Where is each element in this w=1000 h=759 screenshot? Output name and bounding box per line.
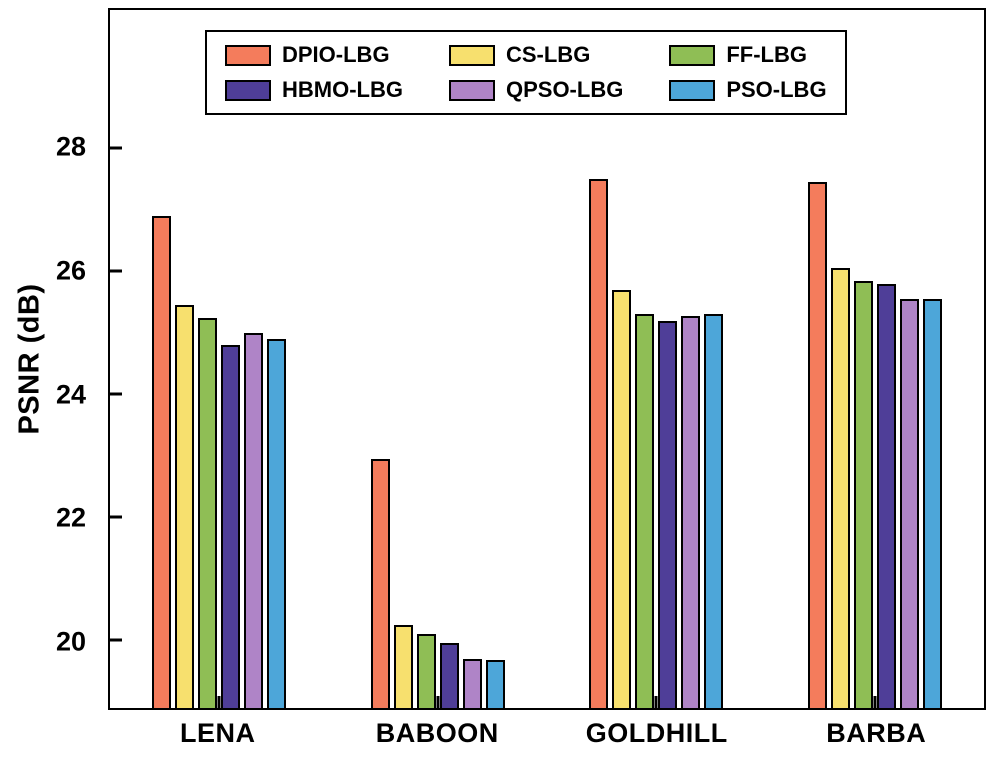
bar-group-baboon <box>370 10 505 708</box>
x-tick-label-goldhill: GOLDHILL <box>585 718 728 748</box>
legend-label: FF-LBG <box>726 42 807 67</box>
legend-label: HBMO-LBG <box>282 77 403 102</box>
legend-entry-cs-lbg: CS-LBG <box>448 42 623 68</box>
legend-swatch-dpio-lbg <box>225 44 271 66</box>
bar-pso-lbg-goldhill <box>704 314 724 708</box>
legend-swatch-ff-lbg <box>669 44 716 66</box>
bar-cs-lbg-baboon <box>393 624 413 708</box>
y-tick-label: 20 <box>55 626 86 657</box>
bar-pso-lbg-baboon <box>485 660 505 708</box>
legend-entry-ff-lbg: FF-LBG <box>669 42 826 68</box>
x-tick-label-barba: BARBA <box>826 718 927 748</box>
bar-group-barba <box>807 10 942 708</box>
bar-pso-lbg-barba <box>922 299 942 708</box>
y-tick-mark <box>110 515 122 519</box>
bar-dpio-lbg-barba <box>807 182 827 708</box>
bar-group-goldhill <box>589 10 724 708</box>
x-tick-mark <box>217 696 221 708</box>
legend-swatch-hbmo-lbg <box>225 79 271 101</box>
y-tick-mark <box>110 392 122 396</box>
bar-cs-lbg-lena <box>175 305 195 708</box>
x-tick-mark <box>654 696 658 708</box>
bar-ff-lbg-lena <box>198 317 218 708</box>
bar-pso-lbg-lena <box>267 339 287 708</box>
bar-groups <box>110 10 984 708</box>
legend-label: DPIO-LBG <box>282 42 390 67</box>
bar-qpso-lbg-lena <box>244 332 264 708</box>
bar-hbmo-lbg-barba <box>876 283 896 708</box>
x-tick-label-lena: LENA <box>180 718 256 748</box>
legend-label: CS-LBG <box>505 42 591 67</box>
bar-qpso-lbg-baboon <box>462 658 482 708</box>
bar-cs-lbg-goldhill <box>612 289 632 708</box>
legend-label: PSO-LBG <box>726 77 827 102</box>
legend: DPIO-LBG CS-LBG FF-LBG HBMO-LBG QPSO-LBG PSO-… <box>205 30 847 115</box>
y-tick-label: 22 <box>55 502 86 533</box>
legend-entry-pso-lbg: PSO-LBG <box>669 77 827 103</box>
bar-ff-lbg-baboon <box>416 634 436 708</box>
bar-qpso-lbg-barba <box>899 299 919 708</box>
bar-cs-lbg-barba <box>830 268 850 708</box>
y-axis: 20 22 24 26 28 <box>0 8 100 710</box>
x-tick-mark <box>873 696 877 708</box>
bar-ff-lbg-goldhill <box>635 314 655 708</box>
legend-label: QPSO-LBG <box>505 77 624 102</box>
legend-swatch-qpso-lbg <box>448 79 495 101</box>
legend-entry-qpso-lbg: QPSO-LBG <box>448 77 624 103</box>
bar-dpio-lbg-goldhill <box>589 179 609 708</box>
bar-dpio-lbg-lena <box>152 216 172 708</box>
bar-group-lena <box>152 10 287 708</box>
x-tick-label-baboon: BABOON <box>375 718 499 748</box>
y-tick-mark <box>110 638 122 642</box>
bar-qpso-lbg-goldhill <box>681 315 701 708</box>
bar-ff-lbg-barba <box>853 280 873 708</box>
y-tick-label: 28 <box>55 131 86 162</box>
y-tick-mark <box>110 269 122 273</box>
y-tick-label: 26 <box>55 255 86 286</box>
bar-hbmo-lbg-lena <box>221 345 241 708</box>
x-tick-mark <box>436 696 440 708</box>
bar-hbmo-lbg-baboon <box>439 643 459 708</box>
bar-dpio-lbg-baboon <box>370 458 390 708</box>
legend-swatch-cs-lbg <box>448 44 495 66</box>
y-tick-mark <box>110 146 122 150</box>
y-tick-label: 24 <box>55 379 86 410</box>
legend-entry-dpio-lbg: DPIO-LBG <box>225 42 403 68</box>
legend-swatch-pso-lbg <box>669 79 716 101</box>
legend-entry-hbmo-lbg: HBMO-LBG <box>225 77 403 103</box>
bar-hbmo-lbg-goldhill <box>658 320 678 708</box>
plot-area: DPIO-LBG CS-LBG FF-LBG HBMO-LBG QPSO-LBG PSO-… <box>108 8 986 710</box>
x-axis: LENA BABOON GOLDHILL BARBA <box>108 718 986 758</box>
